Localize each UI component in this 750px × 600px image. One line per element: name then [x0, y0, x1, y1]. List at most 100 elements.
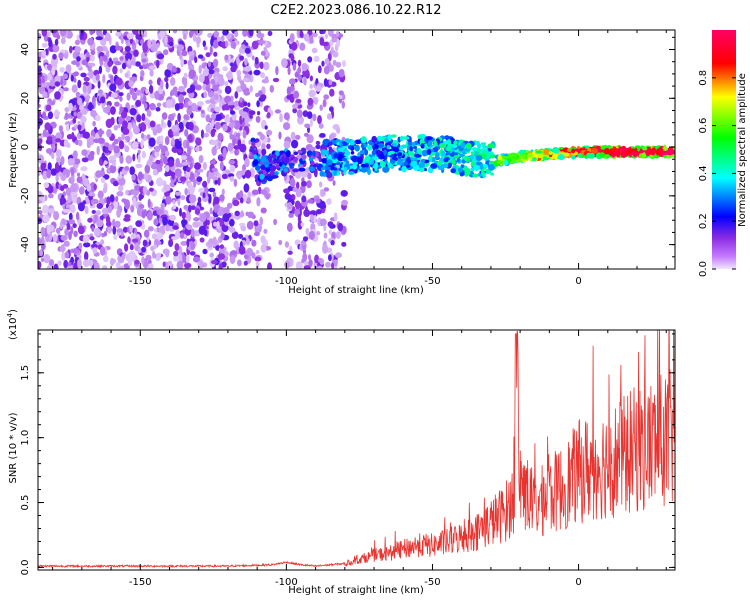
- heatmap-cell: [172, 86, 178, 92]
- heatmap-cell: [363, 149, 369, 156]
- heatmap-cell: [269, 85, 274, 93]
- heatmap-cell: [214, 121, 221, 130]
- heatmap-cell: [223, 251, 229, 257]
- heatmap-cell: [267, 262, 272, 269]
- heatmap-cell: [288, 213, 294, 218]
- heatmap-cell: [212, 191, 217, 198]
- heatmap-cell: [88, 62, 96, 67]
- heatmap-cell: [279, 161, 283, 167]
- heatmap-cell: [198, 64, 202, 74]
- heatmap-cell: [398, 167, 403, 171]
- heatmap-cell: [202, 161, 207, 171]
- heatmap-cell: [193, 178, 197, 188]
- heatmap-cell: [221, 173, 228, 180]
- heatmap-cell: [200, 109, 205, 114]
- heatmap-cell: [360, 166, 368, 173]
- heatmap-cell: [75, 211, 80, 221]
- heatmap-cell: [40, 226, 46, 237]
- heatmap-cell: [207, 87, 212, 93]
- heatmap-cell: [312, 150, 316, 157]
- heatmap-cell: [141, 113, 146, 122]
- heatmap-cell: [128, 80, 134, 88]
- heatmap-cell: [243, 183, 250, 193]
- heatmap-cell: [164, 172, 169, 177]
- heatmap-cell: [226, 202, 233, 209]
- heatmap-cell: [190, 241, 196, 250]
- heatmap-cell: [95, 115, 101, 122]
- heatmap-cell: [171, 136, 175, 146]
- heatmap-cell: [58, 125, 64, 132]
- heatmap-cell: [445, 146, 452, 152]
- heatmap-cell: [239, 119, 243, 125]
- heatmap-cell: [470, 167, 475, 172]
- heatmap-cell: [189, 194, 197, 204]
- heatmap-cell: [92, 120, 96, 127]
- heatmap-cell: [41, 49, 47, 57]
- heatmap-cell: [70, 183, 78, 193]
- heatmap-cell: [143, 229, 150, 238]
- x-tick-label: 0: [575, 276, 581, 287]
- heatmap-cell: [329, 88, 335, 97]
- heatmap-cell: [319, 218, 327, 226]
- heatmap-cell: [243, 90, 251, 96]
- heatmap-cell: [247, 211, 255, 219]
- heatmap-cell: [313, 98, 318, 105]
- heatmap-cell: [70, 204, 76, 213]
- heatmap-cell: [451, 159, 456, 166]
- heatmap-cell: [48, 39, 53, 48]
- heatmap-cell: [378, 154, 385, 160]
- snr-x-label: Height of straight line (km): [288, 585, 424, 596]
- heatmap-cell: [92, 247, 98, 254]
- heatmap-cell: [174, 103, 180, 111]
- heatmap-cell: [115, 45, 123, 51]
- heatmap-cell: [67, 194, 72, 203]
- heatmap-cell: [599, 152, 605, 158]
- heatmap-cell: [175, 157, 180, 168]
- heatmap-cell: [131, 141, 139, 150]
- heatmap-cell: [208, 170, 215, 180]
- heatmap-cell: [107, 205, 113, 214]
- heatmap-cell: [210, 260, 218, 265]
- heatmap-cell: [482, 171, 486, 179]
- heatmap-cell: [420, 143, 425, 149]
- heatmap-cell: [326, 159, 333, 166]
- heatmap-cell: [93, 262, 100, 269]
- heatmap-cell: [205, 114, 211, 123]
- heatmap-cell: [54, 91, 61, 100]
- heatmap-cell: [229, 227, 236, 233]
- heatmap-cell: [577, 153, 583, 158]
- heatmap-cell: [417, 147, 422, 154]
- heatmap-cell: [82, 259, 90, 268]
- heatmap-cell: [98, 170, 105, 177]
- heatmap-cell: [194, 172, 198, 178]
- heatmap-cell: [91, 198, 99, 205]
- heatmap-cell: [184, 129, 189, 137]
- spectrogram-panel: -150 -100 -50 0 -40 -20 0 20 40 Height of strai…: [8, 29, 676, 296]
- heatmap-cell: [242, 30, 248, 37]
- heatmap-cell: [93, 126, 98, 133]
- heatmap-cell: [591, 148, 598, 154]
- heatmap-cell: [38, 109, 42, 118]
- heatmap-cell: [140, 70, 145, 78]
- scale-factor-base: (x10: [8, 317, 19, 340]
- heatmap-cell: [221, 35, 225, 42]
- heatmap-cell: [89, 236, 95, 241]
- heatmap-cell: [159, 30, 166, 39]
- heatmap-cell: [162, 261, 166, 268]
- heatmap-cell: [256, 197, 261, 207]
- heatmap-cell: [81, 149, 88, 156]
- heatmap-cell: [642, 146, 648, 151]
- heatmap-cell: [147, 226, 154, 232]
- heatmap-cell: [247, 191, 252, 199]
- heatmap-cell: [490, 172, 494, 176]
- heatmap-cell: [75, 61, 80, 67]
- heatmap-cell: [497, 154, 502, 161]
- heatmap-cell: [112, 218, 116, 228]
- heatmap-cell: [101, 207, 110, 215]
- heatmap-cell: [203, 91, 208, 99]
- heatmap-cell: [147, 38, 152, 49]
- heatmap-cell: [537, 152, 543, 159]
- heatmap-cell: [275, 66, 279, 76]
- heatmap-cell: [173, 250, 179, 257]
- heatmap-cell: [47, 111, 54, 120]
